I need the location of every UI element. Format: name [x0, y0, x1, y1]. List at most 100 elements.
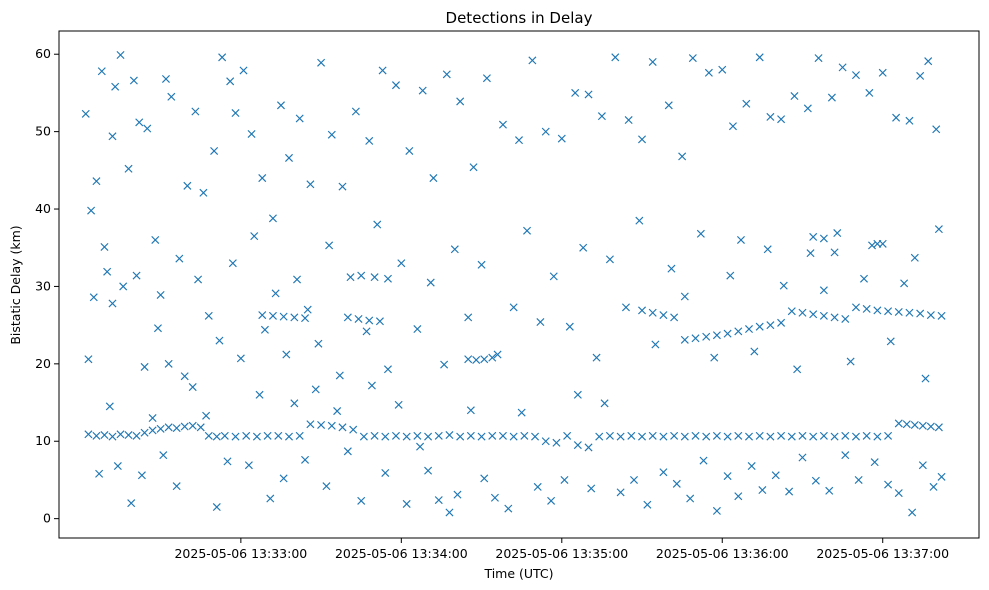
data-point: [873, 306, 882, 315]
data-point: [819, 234, 828, 243]
data-point: [851, 432, 860, 441]
y-axis-ticks: 0 10 20 30 40 50 60: [35, 46, 59, 526]
data-point: [220, 431, 229, 440]
data-point: [143, 124, 152, 133]
data-point: [841, 451, 850, 460]
data-point: [242, 431, 251, 440]
data-point: [434, 431, 443, 440]
data-point: [678, 152, 687, 161]
data-point: [886, 337, 895, 346]
data-point: [402, 499, 411, 508]
data-point: [531, 432, 540, 441]
data-point: [777, 318, 786, 327]
data-point: [301, 314, 310, 323]
data-point: [648, 431, 657, 440]
data-point: [750, 347, 759, 356]
data-point: [303, 305, 312, 314]
data-point: [343, 447, 352, 456]
data-point: [790, 92, 799, 101]
data-point: [787, 432, 796, 441]
data-point: [841, 314, 850, 323]
data-point: [929, 482, 938, 491]
data-point: [274, 431, 283, 440]
data-point: [629, 475, 639, 484]
data-point: [916, 309, 925, 318]
data-point: [466, 431, 475, 440]
data-point: [916, 71, 925, 80]
data-point: [638, 432, 647, 441]
x-axis-label: Time (UTC): [483, 566, 553, 581]
data-point: [472, 355, 481, 364]
y-tick-label: 50: [35, 124, 51, 139]
data-point: [830, 313, 839, 322]
data-point: [771, 471, 780, 480]
data-point: [81, 109, 90, 118]
x-tick-label: 2025-05-06 13:34:00: [335, 546, 468, 561]
data-point: [183, 181, 192, 190]
y-tick-label: 20: [35, 356, 51, 371]
data-point: [218, 53, 227, 62]
data-point: [659, 432, 668, 441]
data-point: [680, 335, 689, 344]
data-point: [777, 115, 786, 124]
data-point: [239, 66, 248, 75]
data-point: [926, 311, 935, 320]
data-point: [456, 432, 465, 441]
data-point: [418, 86, 427, 95]
data-point: [616, 488, 625, 497]
data-point: [905, 116, 914, 125]
data-point: [359, 432, 368, 441]
data-point: [250, 232, 259, 241]
data-point: [937, 311, 946, 320]
data-point: [926, 422, 935, 431]
data-point: [357, 496, 366, 505]
data-point: [744, 325, 754, 334]
data-point: [702, 432, 711, 441]
data-point: [833, 229, 842, 238]
data-point: [140, 362, 149, 371]
data-point: [100, 431, 109, 440]
data-point: [726, 271, 735, 280]
data-point: [263, 431, 272, 440]
data-point: [317, 58, 326, 67]
data-point: [175, 254, 184, 263]
y-tick-label: 10: [35, 433, 51, 448]
data-point: [819, 286, 828, 295]
data-point: [747, 462, 756, 471]
data-point: [279, 474, 288, 483]
data-point: [370, 273, 379, 282]
data-point: [228, 259, 237, 268]
data-point: [378, 66, 387, 75]
data-point: [284, 432, 294, 441]
data-point: [873, 432, 882, 441]
data-point: [763, 245, 772, 254]
data-point: [108, 432, 117, 441]
data-point: [809, 232, 818, 241]
data-point: [97, 67, 106, 76]
data-point: [383, 365, 392, 374]
data-point: [424, 432, 433, 441]
data-point: [755, 322, 764, 331]
data-point: [383, 274, 392, 283]
data-point: [667, 264, 676, 273]
data-point: [937, 472, 946, 481]
data-point: [488, 353, 497, 362]
data-point: [704, 68, 713, 77]
data-point: [742, 99, 751, 108]
data-point: [370, 431, 379, 440]
data-point: [803, 104, 812, 113]
data-point: [597, 112, 606, 121]
data-point: [621, 303, 630, 312]
data-point: [279, 312, 288, 321]
data-point: [140, 428, 149, 437]
data-point: [103, 267, 112, 276]
data-point: [688, 54, 697, 63]
data-point: [611, 53, 620, 62]
data-point: [480, 474, 489, 483]
data-point: [375, 317, 384, 326]
data-point: [932, 125, 941, 134]
data-point: [702, 332, 711, 341]
data-point: [335, 371, 344, 380]
data-point: [514, 136, 524, 145]
